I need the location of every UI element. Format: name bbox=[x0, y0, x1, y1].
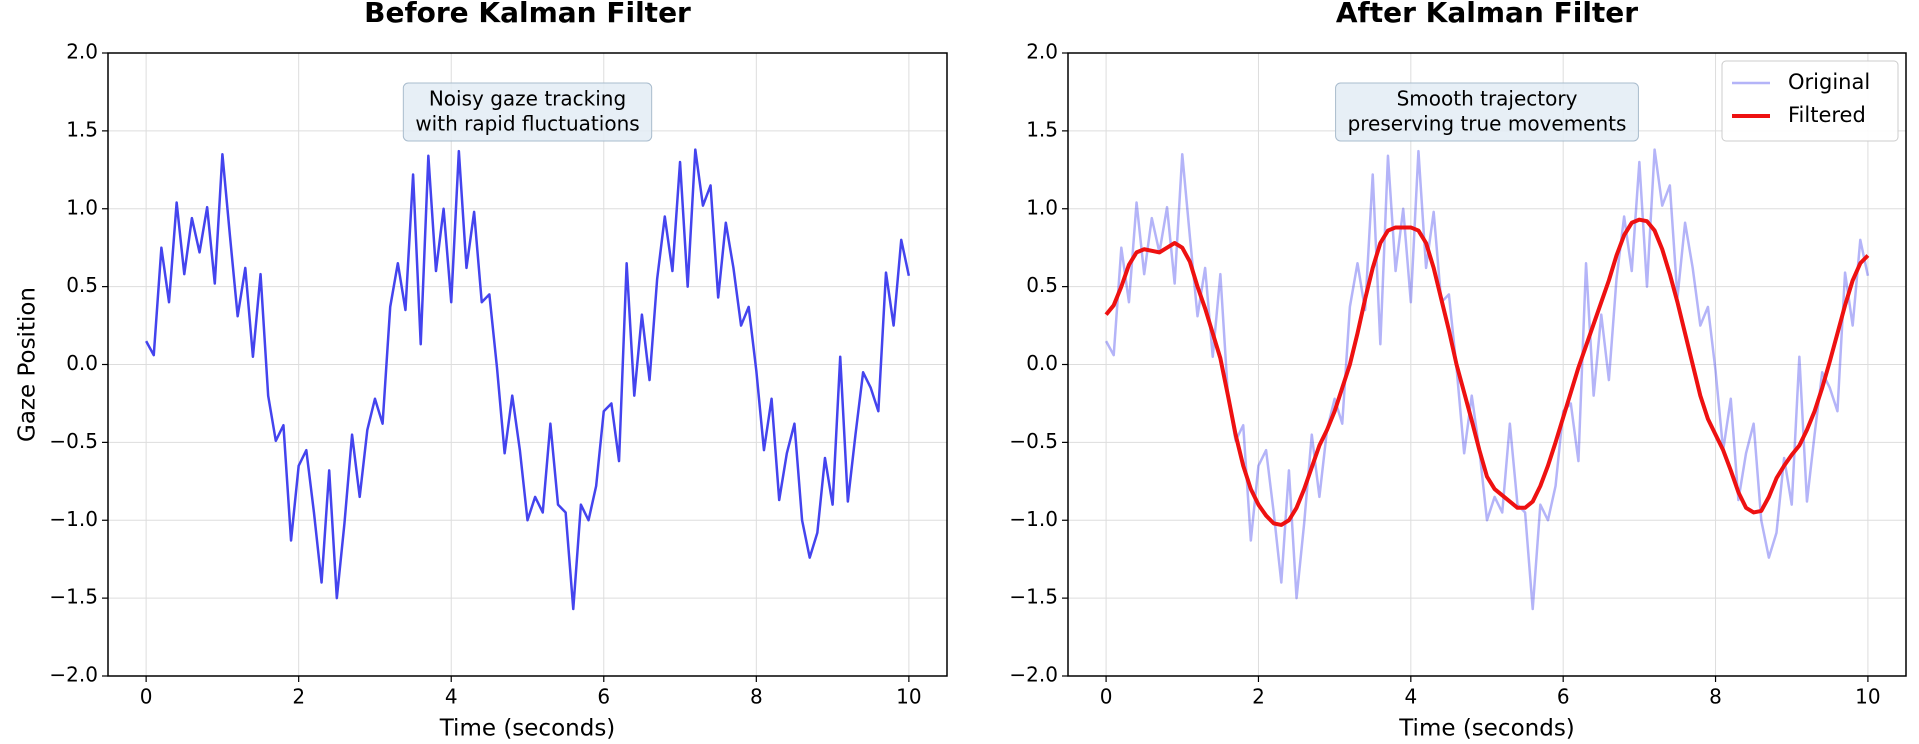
axes-frame bbox=[1067, 52, 1907, 677]
x-tick-label: 0 bbox=[140, 685, 153, 709]
y-tick-label: −2.0 bbox=[49, 663, 98, 687]
legend-label: Filtered bbox=[1788, 103, 1866, 127]
y-tick-label: 0.0 bbox=[1026, 351, 1058, 375]
y-tick-label: 2.0 bbox=[66, 40, 98, 64]
data-line bbox=[1104, 217, 1870, 527]
annotation-text: with rapid fluctuations bbox=[415, 112, 639, 136]
x-tick-label: 10 bbox=[896, 685, 921, 709]
chart-title: Before Kalman Filter bbox=[364, 0, 691, 29]
x-tick-label: 8 bbox=[1709, 685, 1722, 709]
y-tick-label: 2.0 bbox=[1026, 40, 1058, 64]
chart-panel: −2.0 −1.5 −1.0 −0.5 0.0 0.5 1.0 1.5 2.0 0 2 4 6 8 10 Be… bbox=[15, 0, 948, 742]
y-tick-label: 0.5 bbox=[1026, 273, 1058, 297]
x-tick-label: 2 bbox=[1252, 685, 1265, 709]
legend-box bbox=[1721, 60, 1899, 142]
annotation-box bbox=[402, 82, 653, 142]
x-tick-label: 4 bbox=[445, 685, 458, 709]
y-tick-label: 0.0 bbox=[66, 351, 98, 375]
y-tick-label: −1.5 bbox=[49, 585, 98, 609]
y-tick-label: −1.5 bbox=[1009, 585, 1058, 609]
x-tick-label: 6 bbox=[597, 685, 610, 709]
x-tick-label: 8 bbox=[750, 685, 763, 709]
chart-panel: −2.0 −1.5 −1.0 −0.5 0.0 0.5 1.0 1.5 2.0 0 2 4 6 8 10 Af… bbox=[1009, 0, 1907, 742]
annotation-box bbox=[1335, 82, 1639, 142]
data-line bbox=[145, 148, 911, 611]
y-tick-label: −0.5 bbox=[1009, 429, 1058, 453]
annotation-text: Smooth trajectory bbox=[1397, 87, 1578, 111]
y-axis-label: Gaze Position bbox=[15, 287, 41, 442]
x-axis-label: Time (seconds) bbox=[1398, 716, 1575, 742]
y-tick-label: 1.5 bbox=[66, 117, 98, 141]
y-tick-label: 0.5 bbox=[66, 273, 98, 297]
y-tick-label: −2.0 bbox=[1009, 663, 1058, 687]
x-axis-label: Time (seconds) bbox=[439, 716, 616, 742]
legend: Original Filtered bbox=[1721, 60, 1899, 142]
x-tick-label: 0 bbox=[1100, 685, 1113, 709]
y-tick-label: −1.0 bbox=[49, 507, 98, 531]
data-line bbox=[1104, 148, 1870, 611]
x-tick-label: 6 bbox=[1557, 685, 1570, 709]
x-tick-label: 4 bbox=[1404, 685, 1417, 709]
x-tick-label: 10 bbox=[1855, 685, 1880, 709]
y-tick-label: 1.5 bbox=[1026, 117, 1058, 141]
y-tick-label: 1.0 bbox=[66, 195, 98, 219]
chart-title: After Kalman Filter bbox=[1336, 0, 1638, 29]
legend-label: Original bbox=[1788, 70, 1870, 94]
axes-frame bbox=[107, 52, 948, 677]
x-tick-label: 2 bbox=[292, 685, 305, 709]
y-tick-label: −0.5 bbox=[49, 429, 98, 453]
y-tick-label: 1.0 bbox=[1026, 195, 1058, 219]
y-tick-label: −1.0 bbox=[1009, 507, 1058, 531]
annotation-text: preserving true movements bbox=[1348, 112, 1627, 136]
annotation-text: Noisy gaze tracking bbox=[429, 87, 626, 111]
